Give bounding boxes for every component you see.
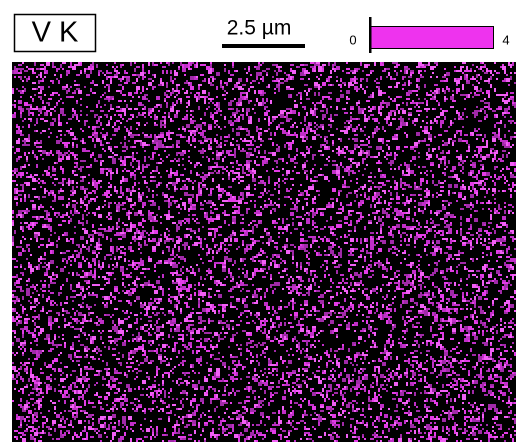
colorbar-min-label: 0 bbox=[349, 32, 356, 47]
scale-bar bbox=[222, 44, 305, 48]
scale-bar-label: 2.5 µm bbox=[227, 17, 292, 40]
page: V K 2.5 µm 0 4 (() => { const data = JSO… bbox=[0, 0, 516, 442]
colorbar bbox=[371, 27, 494, 49]
colorbar-marker bbox=[369, 17, 372, 53]
colorbar-max-label: 4 bbox=[502, 32, 509, 47]
eds-map-view: V K 2.5 µm 0 4 bbox=[0, 0, 516, 442]
element-label: V K bbox=[32, 17, 79, 49]
